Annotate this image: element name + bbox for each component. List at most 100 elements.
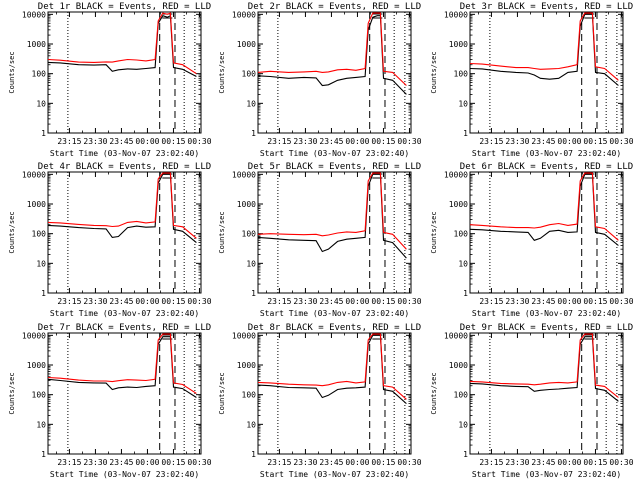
x-tick-label: 00:30 xyxy=(609,458,633,467)
y-tick-label: 1000 xyxy=(449,361,468,370)
x-tick-label: 00:15 xyxy=(161,458,185,467)
plot-frame xyxy=(47,11,202,134)
x-tick-label: 23:15 xyxy=(57,458,81,467)
y-tick-label: 1 xyxy=(463,450,468,459)
x-tick-label: 00:00 xyxy=(135,137,159,146)
x-tick-label: 23:30 xyxy=(83,137,107,146)
lld-series-line xyxy=(469,172,619,241)
plot-frame xyxy=(47,171,202,294)
y-tick-label: 100 xyxy=(454,230,469,239)
y-tick-label: 10 xyxy=(36,420,46,429)
panel-8: Det 8r BLACK = Events, RED = LLD Counts/s… xyxy=(218,323,422,479)
y-tick-label: 100 xyxy=(242,391,257,400)
y-tick-label: 10000 xyxy=(22,10,46,19)
y-tick-label: 10 xyxy=(246,259,256,268)
x-tick-label: 23:45 xyxy=(531,137,555,146)
y-tick-label: 1000 xyxy=(27,361,46,370)
y-tick-label: 10000 xyxy=(232,331,256,340)
y-tick-label: 1000 xyxy=(27,200,46,209)
y-axis-label: Counts/sec xyxy=(430,211,438,253)
y-axis-label: Counts/sec xyxy=(218,211,226,253)
events-series-line xyxy=(469,173,619,246)
panel-1: Det 1r BLACK = Events, RED = LLD Counts/s… xyxy=(8,2,212,158)
y-tick-label: 10000 xyxy=(22,170,46,179)
y-tick-label: 100 xyxy=(32,70,47,79)
y-tick-label: 1 xyxy=(41,289,46,298)
x-tick-label: 23:45 xyxy=(109,297,133,306)
x-tick-label: 23:45 xyxy=(109,458,133,467)
x-tick-label: 23:30 xyxy=(83,297,107,306)
y-tick-label: 1 xyxy=(251,129,256,138)
x-axis-label: Start Time (03-Nov-07 23:02:40) xyxy=(50,149,199,158)
panel-6: Det 6r BLACK = Events, RED = LLD Counts/s… xyxy=(430,162,634,318)
y-tick-label: 1 xyxy=(463,289,468,298)
y-tick-label: 10000 xyxy=(232,170,256,179)
panel-2: Det 2r BLACK = Events, RED = LLD Counts/s… xyxy=(218,2,422,158)
x-tick-label: 00:30 xyxy=(397,297,421,306)
y-tick-label: 10000 xyxy=(444,170,468,179)
lld-series-line xyxy=(257,12,407,86)
events-series-line xyxy=(257,334,407,405)
x-tick-label: 00:00 xyxy=(345,458,369,467)
y-tick-label: 1 xyxy=(463,129,468,138)
y-tick-label: 1 xyxy=(41,450,46,459)
x-tick-label: 00:15 xyxy=(583,297,607,306)
x-tick-label: 23:15 xyxy=(479,297,503,306)
plot-frame xyxy=(257,11,412,134)
y-tick-label: 1 xyxy=(251,289,256,298)
lld-series-line xyxy=(47,333,197,394)
y-tick-label: 100 xyxy=(242,70,257,79)
x-tick-label: 23:15 xyxy=(267,458,291,467)
x-tick-label: 23:45 xyxy=(109,137,133,146)
x-tick-label: 23:45 xyxy=(531,458,555,467)
y-tick-label: 10000 xyxy=(232,10,256,19)
x-tick-label: 23:15 xyxy=(267,137,291,146)
y-axis-label: Counts/sec xyxy=(8,51,16,93)
y-axis-label: Counts/sec xyxy=(218,372,226,414)
x-tick-label: 23:30 xyxy=(293,137,317,146)
x-tick-label: 00:15 xyxy=(583,458,607,467)
lld-series-line xyxy=(469,333,619,398)
panel-5: Det 5r BLACK = Events, RED = LLD Counts/s… xyxy=(218,162,422,318)
y-tick-label: 10000 xyxy=(22,331,46,340)
y-axis-label: Counts/sec xyxy=(430,372,438,414)
x-tick-label: 00:00 xyxy=(345,297,369,306)
x-tick-label: 00:00 xyxy=(135,458,159,467)
x-tick-label: 00:15 xyxy=(161,297,185,306)
y-tick-label: 10 xyxy=(36,99,46,108)
x-axis-label: Start Time (03-Nov-07 23:02:40) xyxy=(472,309,621,318)
x-tick-label: 00:00 xyxy=(345,137,369,146)
y-tick-label: 100 xyxy=(454,391,469,400)
panel-title: Det 3r BLACK = Events, RED = LLD xyxy=(460,2,633,12)
x-tick-label: 00:00 xyxy=(557,458,581,467)
x-tick-label: 00:15 xyxy=(371,458,395,467)
y-tick-label: 10 xyxy=(246,99,256,108)
x-tick-label: 00:30 xyxy=(187,458,211,467)
plot-frame xyxy=(47,332,202,455)
x-tick-label: 23:45 xyxy=(319,137,343,146)
y-tick-label: 10000 xyxy=(444,331,468,340)
panel-title: Det 1r BLACK = Events, RED = LLD xyxy=(38,2,211,12)
y-tick-label: 1000 xyxy=(449,200,468,209)
x-tick-label: 00:30 xyxy=(187,137,211,146)
x-tick-label: 23:15 xyxy=(479,137,503,146)
y-tick-label: 100 xyxy=(32,230,47,239)
y-tick-label: 10000 xyxy=(444,10,468,19)
x-tick-label: 23:15 xyxy=(57,137,81,146)
plot-frame xyxy=(257,332,412,455)
x-axis-label: Start Time (03-Nov-07 23:02:40) xyxy=(50,470,199,479)
y-tick-label: 1000 xyxy=(449,40,468,49)
x-axis-label: Start Time (03-Nov-07 23:02:40) xyxy=(472,470,621,479)
x-tick-label: 23:30 xyxy=(293,297,317,306)
x-tick-label: 00:15 xyxy=(161,137,185,146)
lld-series-line xyxy=(257,333,407,400)
events-series-line xyxy=(469,336,619,402)
y-axis-label: Counts/sec xyxy=(218,51,226,93)
y-tick-label: 100 xyxy=(242,230,257,239)
x-tick-label: 00:00 xyxy=(135,297,159,306)
y-tick-label: 10 xyxy=(36,259,46,268)
x-tick-label: 00:30 xyxy=(397,137,421,146)
y-tick-label: 10 xyxy=(246,420,256,429)
lld-series-line xyxy=(47,172,197,239)
panel-title: Det 9r BLACK = Events, RED = LLD xyxy=(460,323,633,333)
